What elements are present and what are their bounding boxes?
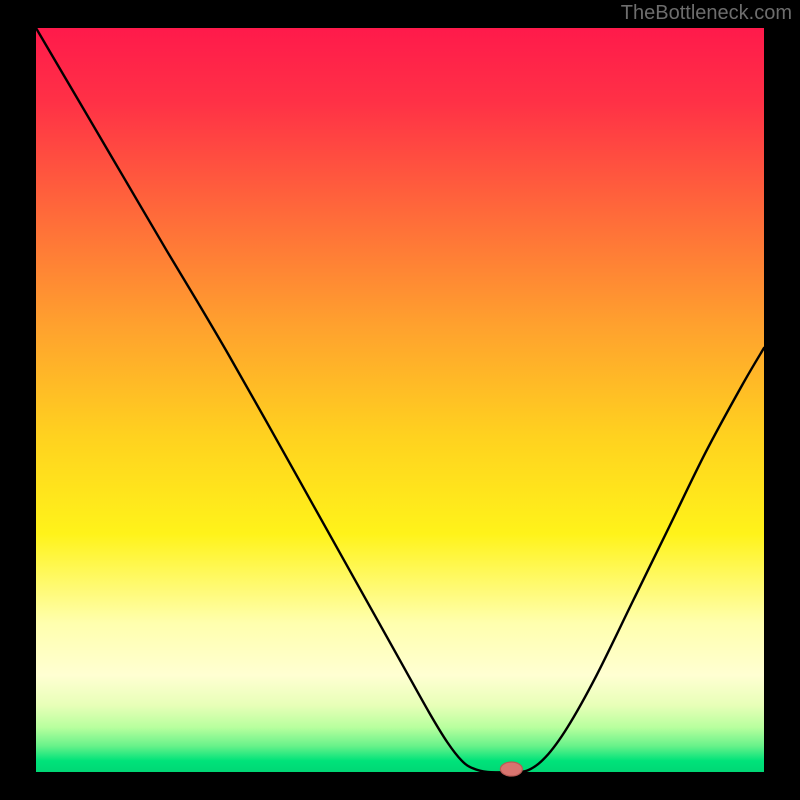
bottleneck-chart (0, 0, 800, 800)
watermark-label: TheBottleneck.com (621, 2, 792, 25)
chart-frame: TheBottleneck.com (0, 0, 800, 800)
optimal-point-marker (500, 762, 522, 776)
